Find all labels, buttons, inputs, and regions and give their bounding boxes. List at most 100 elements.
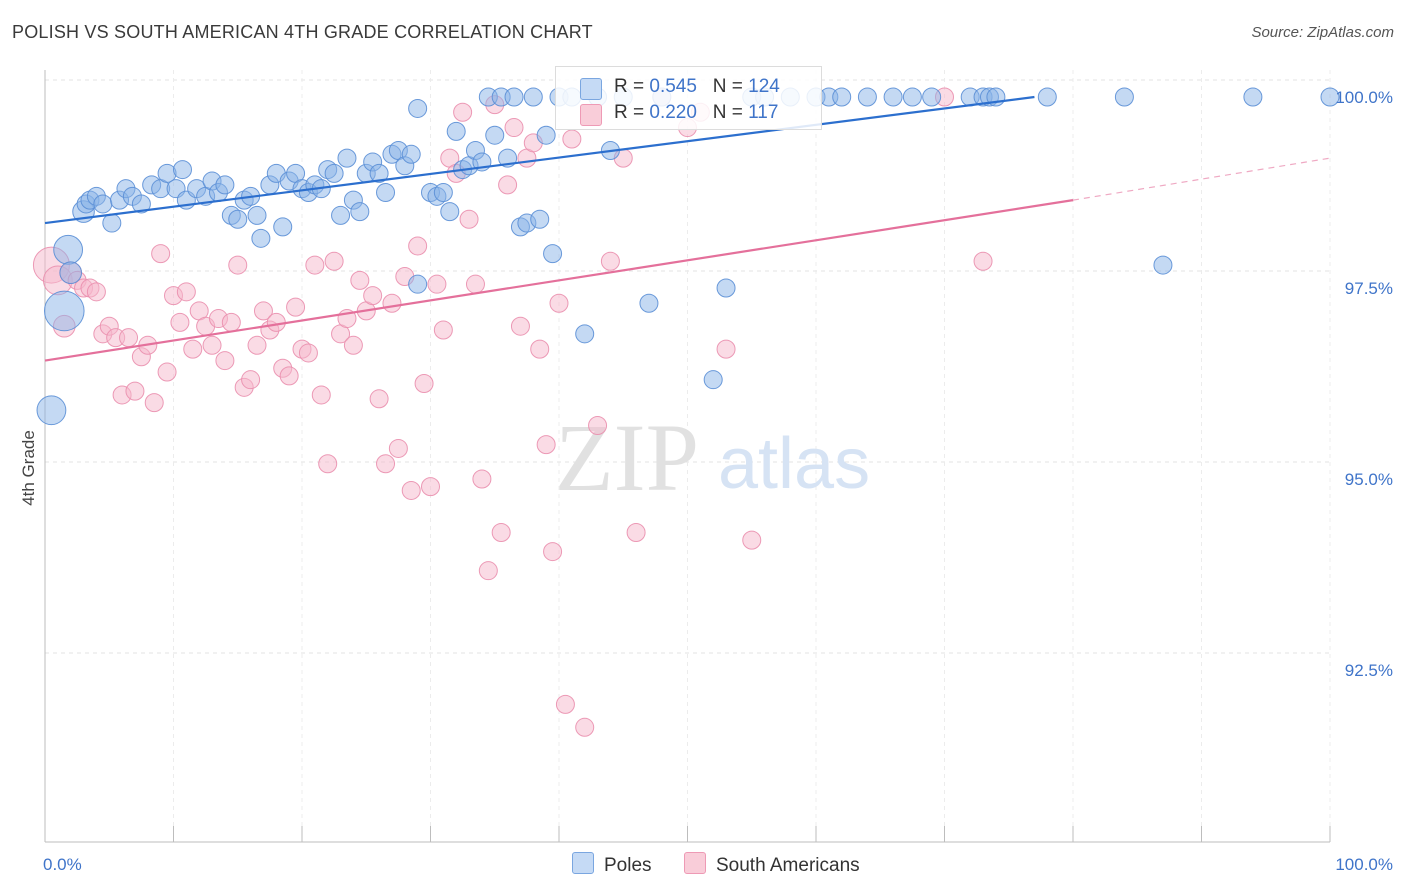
south-americans-point <box>183 339 203 359</box>
south-americans-point <box>241 370 261 390</box>
y-tick-label: 95.0% <box>1345 470 1393 489</box>
south-americans-point <box>498 175 518 195</box>
south-americans-point <box>221 312 241 332</box>
poles-point <box>408 98 428 118</box>
south-americans-point <box>504 118 524 138</box>
poles-point <box>523 87 543 107</box>
poles-point <box>36 395 67 426</box>
x-tick-label: 0.0% <box>43 855 82 874</box>
y-tick-label: 92.5% <box>1345 661 1393 680</box>
poles-point <box>369 163 389 183</box>
axes <box>44 70 1331 843</box>
watermark-zip: ZIP <box>555 404 699 511</box>
south-americans-point <box>119 328 139 348</box>
poles-point <box>324 163 344 183</box>
south-americans-point <box>125 381 145 401</box>
south-americans-point <box>86 282 106 302</box>
south-americans-point <box>549 293 569 313</box>
south-americans-point <box>626 522 646 542</box>
poles-point <box>922 87 942 107</box>
south-americans-point <box>144 393 164 413</box>
poles-swatch <box>580 78 602 100</box>
south-americans-point <box>742 530 762 550</box>
south-americans-point <box>453 102 473 122</box>
poles-point <box>1153 255 1173 275</box>
south-americans-point <box>247 335 267 355</box>
south-americans-point <box>202 335 222 355</box>
x-tick-label: 100.0% <box>1335 855 1393 874</box>
south-americans-point <box>408 236 428 256</box>
poles-point <box>1243 87 1263 107</box>
tick-labels: 100.0% 97.5% 95.0% 92.5% 0.0% 100.0% <box>43 88 1393 874</box>
south-americans-point <box>491 522 511 542</box>
poles-point <box>59 261 82 285</box>
poles-point <box>247 205 267 225</box>
poles-point <box>857 87 877 107</box>
poles-point <box>536 125 556 145</box>
south-n-label: N = <box>712 102 749 123</box>
south-americans-point <box>286 297 306 317</box>
y-tick-label: 97.5% <box>1345 279 1393 298</box>
south-americans-point <box>600 251 620 271</box>
south-americans-point <box>305 255 325 275</box>
grid <box>45 70 1331 842</box>
south-americans-point <box>543 542 563 562</box>
south-americans-point <box>324 251 344 271</box>
poles-r-label: R = <box>614 76 650 97</box>
south-americans-point <box>170 312 190 332</box>
bottom-poles-label: Poles <box>604 855 652 876</box>
south-americans-point <box>363 286 383 306</box>
bottom-south-label: South Americans <box>716 855 860 876</box>
south-americans-point <box>433 320 453 340</box>
south-americans-point <box>228 255 248 275</box>
poles-trend-line <box>44 95 1035 225</box>
chart-title: POLISH VS SOUTH AMERICAN 4TH GRADE CORRE… <box>12 22 593 42</box>
south-americans-point <box>266 312 286 332</box>
poles-r-value: 0.545 <box>649 76 697 97</box>
south-americans-point <box>401 480 421 500</box>
south-americans-point <box>388 438 408 458</box>
poles-point <box>530 209 550 229</box>
poles-point <box>543 244 563 264</box>
south-americans-point <box>298 343 318 363</box>
south-americans-trend-line <box>44 199 1074 362</box>
south-americans-point <box>376 454 396 474</box>
south-americans-point <box>536 435 556 455</box>
poles-point <box>883 87 903 107</box>
south-americans-point <box>382 293 402 313</box>
south-americans-swatch <box>580 104 602 126</box>
south-americans-point <box>215 351 235 371</box>
poles-point <box>433 183 453 202</box>
poles-point <box>251 228 271 248</box>
poles-n-value: 124 <box>748 76 780 97</box>
poles-point <box>1320 87 1340 107</box>
bottom-legend-poles: Poles <box>572 852 652 877</box>
bottom-south-swatch <box>684 852 706 874</box>
poles-point <box>93 194 113 214</box>
south-americans-point <box>716 339 736 359</box>
south-americans-point <box>318 454 338 474</box>
chart-source: Source: ZipAtlas.com <box>1251 24 1394 41</box>
south-americans-point <box>465 274 485 294</box>
poles-n-label: N = <box>712 76 749 97</box>
south-americans-point <box>369 389 389 409</box>
y-axis-label: 4th Grade <box>19 430 38 506</box>
south-americans-point <box>562 129 582 149</box>
south-americans-point <box>253 301 273 321</box>
poles-point <box>902 87 922 107</box>
south-americans-point <box>427 274 447 294</box>
poles-point <box>376 183 396 202</box>
south-americans-point <box>478 561 498 581</box>
south-americans-point <box>510 316 530 336</box>
south-americans-point <box>157 362 177 382</box>
poles-points <box>36 87 1340 426</box>
south-americans-point <box>151 244 171 264</box>
poles-point <box>131 194 151 214</box>
poles-point <box>172 160 192 180</box>
south-americans-point <box>472 469 492 489</box>
poles-point <box>1114 87 1134 107</box>
south-americans-point <box>421 477 440 497</box>
bottom-poles-swatch <box>572 852 594 874</box>
poles-point <box>401 144 421 164</box>
